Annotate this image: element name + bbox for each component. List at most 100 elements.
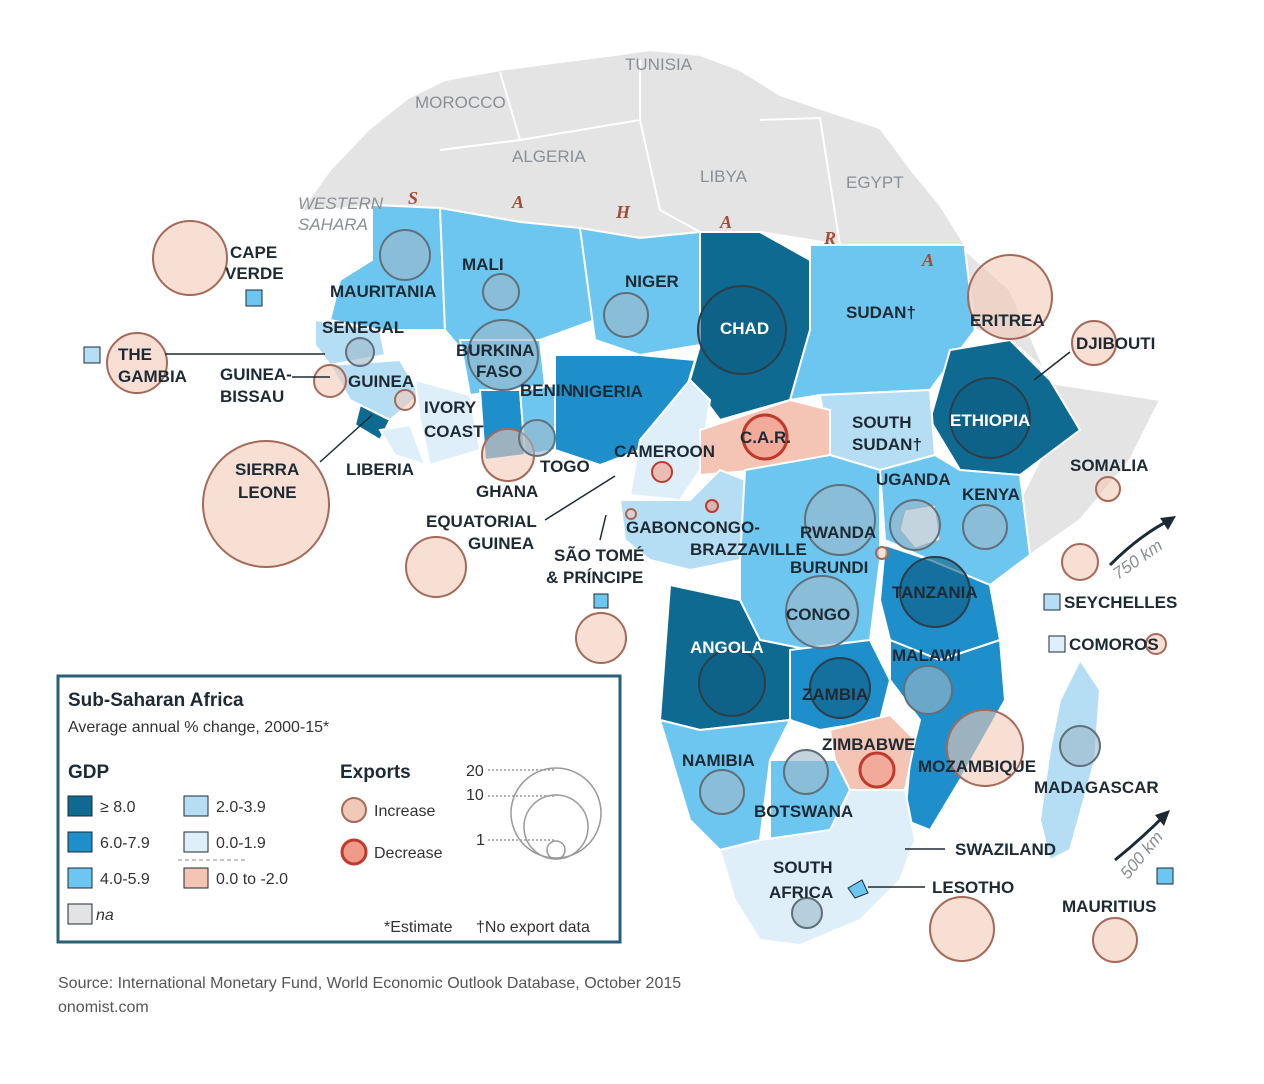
label-lesotho: LESOTHO bbox=[932, 878, 1014, 897]
label-zambia: ZAMBIA bbox=[802, 685, 868, 704]
swatch-label-5: 0.0 to -2.0 bbox=[216, 871, 288, 888]
lesotho-shape bbox=[847, 879, 869, 899]
label-tanzania: TANZANIA bbox=[892, 583, 978, 602]
legend-footnote-estimate: *Estimate bbox=[384, 919, 453, 936]
swatch-3 bbox=[183, 795, 209, 817]
credit-text: onomist.com bbox=[58, 999, 149, 1016]
sahara-r: R bbox=[823, 228, 836, 248]
label-car: C.A.R. bbox=[740, 428, 791, 447]
mozambique-circle bbox=[946, 709, 1024, 787]
label-cape-verde-1: CAPE bbox=[230, 243, 277, 262]
label-kenya: KENYA bbox=[962, 485, 1020, 504]
angola-circle bbox=[698, 649, 766, 717]
label-south-sudan-2: SUDAN† bbox=[852, 435, 922, 454]
label-congo-b-2: BRAZZAVILLE bbox=[690, 540, 807, 559]
label-cameroon: CAMEROON bbox=[614, 442, 715, 461]
swatch-label-2: 4.0-5.9 bbox=[100, 871, 150, 888]
senegal-circle bbox=[345, 337, 375, 367]
comoros-circle bbox=[1145, 633, 1167, 655]
malawi-circle bbox=[903, 665, 953, 715]
burkina-circle bbox=[467, 319, 539, 391]
label-comoros: COMOROS bbox=[1069, 635, 1159, 654]
tanzania-circle bbox=[899, 556, 971, 628]
label-burkina-1: BURKINA bbox=[456, 341, 534, 360]
liberia-shape bbox=[378, 423, 427, 467]
sahara-a2: A bbox=[719, 212, 732, 232]
car-circle bbox=[741, 413, 789, 461]
swatch-label-4: 0.0-1.9 bbox=[216, 835, 266, 852]
label-sao-tome-1: SÃO TOMÉ bbox=[554, 545, 644, 565]
congo-circle bbox=[785, 575, 859, 649]
ghana-circle bbox=[518, 419, 556, 457]
label-ethiopia: ETHIOPIA bbox=[950, 411, 1030, 430]
label-zimbabwe: ZIMBABWE bbox=[822, 735, 915, 754]
label-gabon: GABON bbox=[626, 518, 689, 537]
sao-tome-circle bbox=[575, 612, 627, 664]
uganda-circle bbox=[889, 499, 941, 551]
swatch-label-3: 2.0-3.9 bbox=[216, 799, 266, 816]
ethiopia-circle bbox=[949, 377, 1031, 459]
sahara-h: H bbox=[615, 202, 631, 222]
ivory-coast-shape bbox=[413, 378, 482, 467]
comoros-square bbox=[1048, 635, 1066, 653]
label-tunisia: TUNISIA bbox=[625, 55, 693, 74]
scale-mainland: 750 km bbox=[1109, 536, 1166, 584]
eritrea-circle bbox=[967, 254, 1053, 340]
mauritania-circle bbox=[379, 229, 431, 281]
label-senegal: SENEGAL bbox=[322, 318, 404, 337]
leader-lines bbox=[165, 351, 1071, 888]
label-congo: CONGO bbox=[786, 605, 850, 624]
label-sierra-leone-1: SIERRA bbox=[235, 460, 299, 479]
label-algeria: ALGERIA bbox=[512, 147, 586, 166]
gambia-bissau-circle bbox=[313, 364, 347, 398]
uganda-kenya-shape bbox=[878, 453, 1032, 587]
legend-box bbox=[56, 674, 622, 944]
label-madagascar: MADAGASCAR bbox=[1034, 778, 1159, 797]
south-africa-circle bbox=[791, 897, 823, 929]
label-mauritius: MAURITIUS bbox=[1062, 897, 1156, 916]
gabon-circle bbox=[625, 508, 637, 520]
zimbabwe-circle bbox=[858, 751, 896, 789]
label-south-africa-2: AFRICA bbox=[769, 883, 833, 902]
zambia-circle bbox=[809, 657, 871, 719]
label-seychelles: SEYCHELLES bbox=[1064, 593, 1177, 612]
legend-size-10: 10 bbox=[466, 787, 484, 804]
label-chad: CHAD bbox=[720, 319, 769, 338]
label-congo-b-1: CONGO- bbox=[690, 518, 760, 537]
kenya-circle bbox=[962, 504, 1008, 550]
arrowhead-islands bbox=[1155, 810, 1170, 826]
label-burundi: BURUNDI bbox=[790, 558, 868, 577]
label-ivory-coast-1: IVORY bbox=[424, 398, 477, 417]
label-mauritania: MAURITANIA bbox=[330, 282, 436, 301]
label-somalia: SOMALIA bbox=[1070, 456, 1148, 475]
label-liberia: LIBERIA bbox=[346, 460, 414, 479]
djibouti-circle bbox=[1071, 320, 1117, 366]
label-morocco: MOROCCO bbox=[415, 93, 506, 112]
niger-shape bbox=[578, 226, 701, 357]
label-sao-tome-2: & PRÍNCIPE bbox=[546, 568, 643, 587]
swatch-5 bbox=[183, 867, 209, 889]
guinea-circle bbox=[394, 389, 416, 411]
label-rwanda: RWANDA bbox=[800, 523, 876, 542]
label-sahara-western: SAHARA bbox=[298, 215, 368, 234]
label-benin: BENIN bbox=[520, 381, 573, 400]
seychelles-square bbox=[1043, 593, 1061, 611]
burundi-circle bbox=[875, 546, 889, 560]
label-libya: LIBYA bbox=[700, 167, 748, 186]
swatch-label-6: na bbox=[96, 907, 114, 924]
legend-subtitle: Average annual % change, 2000-15* bbox=[68, 719, 329, 736]
congo-b-circle bbox=[705, 499, 719, 513]
legend-increase-circle bbox=[341, 797, 367, 823]
sao-tome-square bbox=[593, 593, 609, 609]
legend-decrease-circle bbox=[340, 838, 368, 866]
legend-size-circles bbox=[488, 767, 602, 860]
label-south-africa-1: SOUTH bbox=[773, 858, 833, 877]
niger-circle bbox=[603, 292, 649, 338]
legend-increase: Increase bbox=[374, 803, 435, 820]
export-circles bbox=[106, 220, 1167, 963]
label-western: WESTERN bbox=[298, 194, 384, 213]
label-guinea: GUINEA bbox=[348, 372, 414, 391]
north-borders bbox=[439, 60, 841, 246]
label-south-sudan-1: SOUTH bbox=[852, 413, 912, 432]
label-cape-verde-2: VERDE bbox=[225, 264, 284, 283]
